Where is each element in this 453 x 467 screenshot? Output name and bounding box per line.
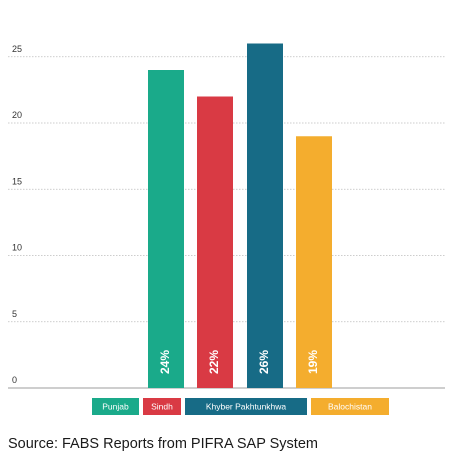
source-note: Source: FABS Reports from PIFRA SAP Syst… — [8, 436, 318, 452]
bar-balochistan — [296, 136, 332, 388]
bar-punjab — [148, 70, 184, 388]
bar-khyber-pakhtunkhwa — [247, 43, 283, 388]
y-tick-label: 25 — [12, 44, 22, 54]
legend-swatch — [92, 398, 139, 415]
legend-swatch — [185, 398, 307, 415]
bar-data-label: 19% — [306, 350, 320, 374]
legend-swatch — [143, 398, 181, 415]
y-tick-label: 0 — [12, 375, 17, 385]
bar-data-label: 22% — [207, 350, 221, 374]
y-tick-label: 10 — [12, 243, 22, 253]
legend-label: Balochistan — [328, 401, 372, 411]
bar-data-label: 24% — [158, 350, 172, 374]
bar-data-labels: 24% 22% 26% 19% — [158, 350, 320, 374]
bar-data-label: 26% — [257, 350, 271, 374]
y-tick-label: 20 — [12, 110, 22, 120]
bars — [148, 43, 332, 388]
y-tick-label: 5 — [12, 309, 17, 319]
bar-sindh — [197, 96, 233, 388]
y-tick-label: 15 — [12, 176, 22, 186]
legend-label: Khyber Pakhtunkhwa — [206, 401, 287, 411]
legend-label: Punjab — [102, 401, 129, 411]
y-axis-tick-labels: 0 5 10 15 20 25 — [12, 44, 22, 385]
legend-label: Sindh — [151, 401, 173, 411]
legend: Punjab Sindh Khyber Pakhtunkhwa Balochistan — [92, 398, 389, 415]
legend-swatch — [311, 398, 389, 415]
